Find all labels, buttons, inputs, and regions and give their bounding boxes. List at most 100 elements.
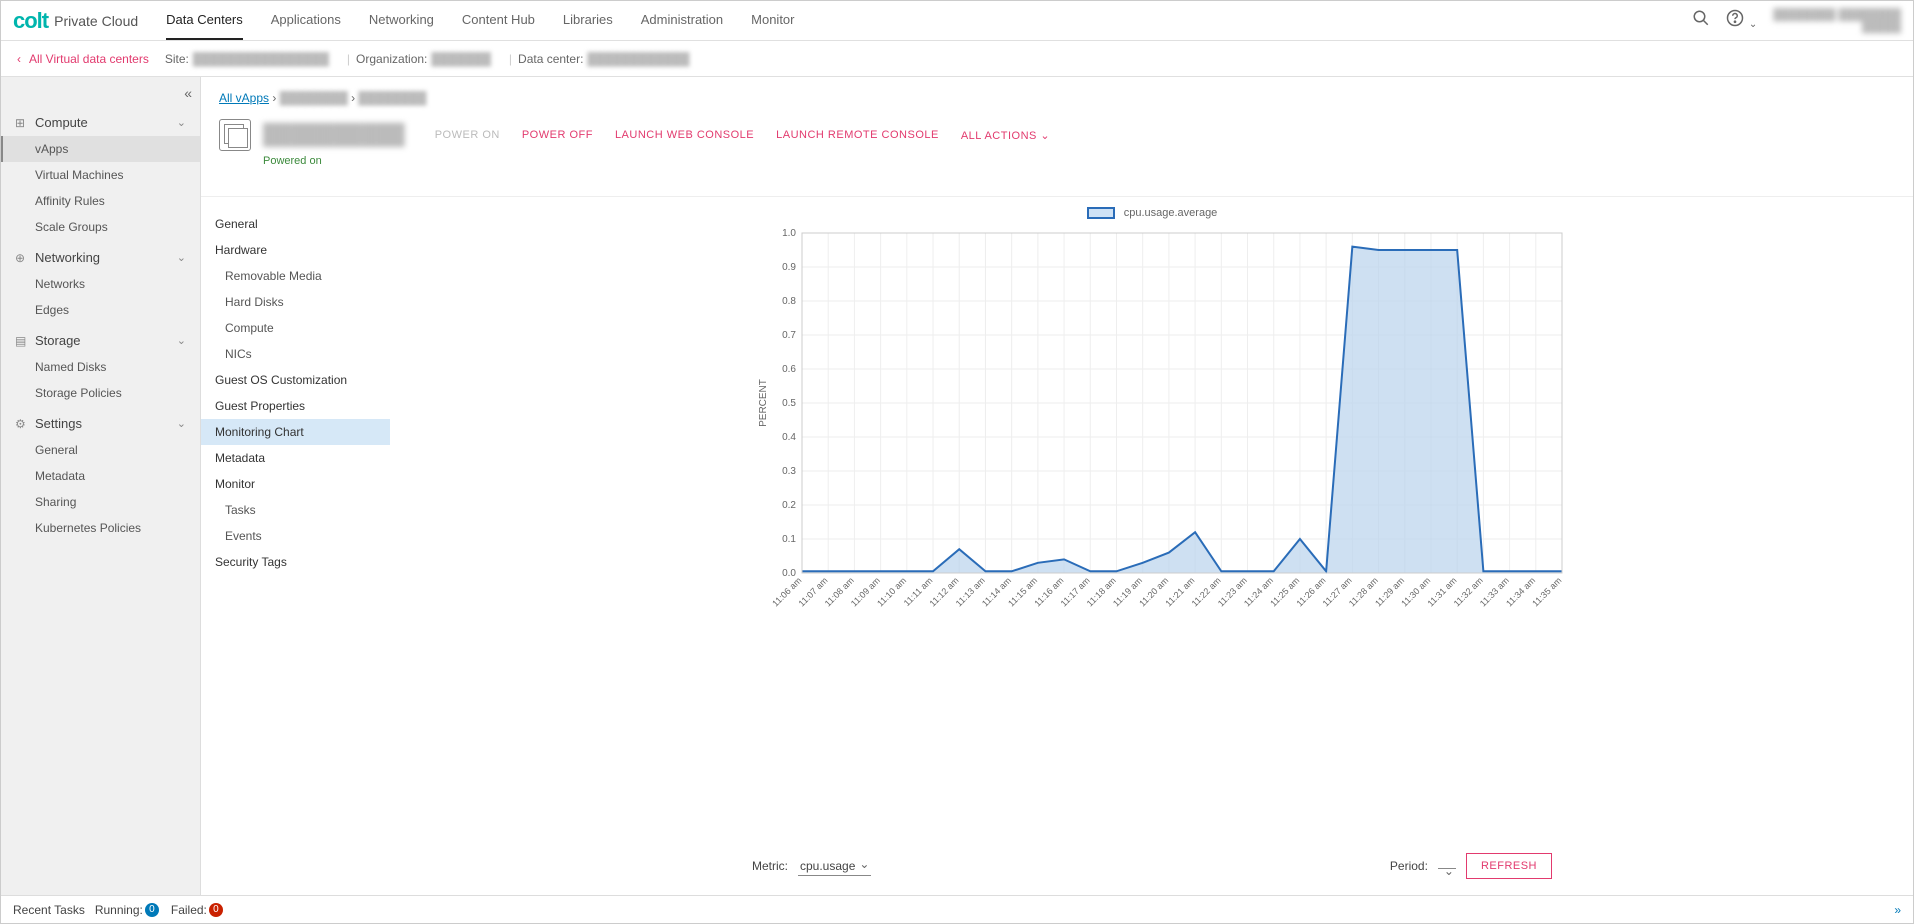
org-value: ███████ — [431, 52, 491, 66]
detail-nav-hardware[interactable]: Hardware — [201, 237, 390, 263]
svg-text:PERCENT: PERCENT — [758, 379, 769, 427]
detail-nav-hard-disks[interactable]: Hard Disks — [201, 289, 390, 315]
footer-expand-icon[interactable]: » — [1894, 903, 1901, 917]
sidebar-collapse-icon[interactable]: « — [184, 85, 192, 101]
site-value: ████████████████ — [193, 52, 329, 66]
back-chevron-icon[interactable]: ‹ — [17, 52, 21, 66]
vm-title: ██████████ — [263, 124, 405, 147]
svg-text:0.5: 0.5 — [782, 398, 796, 409]
sidebar-item-kubernetes-policies[interactable]: Kubernetes Policies — [1, 515, 200, 541]
detail-nav-metadata[interactable]: Metadata — [201, 445, 390, 471]
action-bar: POWER ON POWER OFF LAUNCH WEB CONSOLE LA… — [435, 129, 1072, 142]
failed-label: Failed: — [171, 903, 207, 917]
monitoring-chart: 0.00.10.20.30.40.50.60.70.80.91.011:06 a… — [752, 223, 1572, 623]
topnav-item-monitor[interactable]: Monitor — [751, 1, 794, 40]
detail-nav-monitoring-chart[interactable]: Monitoring Chart — [201, 419, 390, 445]
help-icon[interactable]: ⌄ — [1726, 9, 1757, 32]
svg-text:0.4: 0.4 — [782, 432, 796, 443]
detail-nav-guest-os-customization[interactable]: Guest OS Customization — [201, 367, 390, 393]
vm-icon — [219, 119, 251, 151]
vm-status: Powered on — [263, 155, 1895, 167]
svg-text:0.8: 0.8 — [782, 296, 796, 307]
sidebar-item-sharing[interactable]: Sharing — [1, 489, 200, 515]
user-menu[interactable]: ████████ ████████ █████ — [1773, 9, 1901, 33]
sidebar-item-general[interactable]: General — [1, 437, 200, 463]
detail-nav-removable-media[interactable]: Removable Media — [201, 263, 390, 289]
sidebar-item-virtual-machines[interactable]: Virtual Machines — [1, 162, 200, 188]
sidebar-item-edges[interactable]: Edges — [1, 297, 200, 323]
chart-controls: Metric: cpu.usage Period: REFRESH — [752, 845, 1552, 895]
period-select[interactable] — [1438, 864, 1456, 869]
launch-remote-console-action[interactable]: LAUNCH REMOTE CONSOLE — [776, 129, 939, 141]
svg-text:0.7: 0.7 — [782, 330, 796, 341]
all-vdc-link[interactable]: All Virtual data centers — [29, 52, 149, 66]
power-on-action: POWER ON — [435, 129, 500, 141]
sidebar-group-compute[interactable]: ⊞Compute⌄ — [1, 105, 200, 136]
search-icon[interactable] — [1692, 9, 1710, 32]
product-name: Private Cloud — [54, 13, 138, 29]
detail-nav-events[interactable]: Events — [201, 523, 390, 549]
sidebar-item-metadata[interactable]: Metadata — [1, 463, 200, 489]
svg-text:0.2: 0.2 — [782, 500, 796, 511]
sidebar-item-storage-policies[interactable]: Storage Policies — [1, 380, 200, 406]
period-label: Period: — [1390, 859, 1428, 873]
detail-nav-monitor[interactable]: Monitor — [201, 471, 390, 497]
sidebar-item-vapps[interactable]: vApps — [1, 136, 200, 162]
chart-legend: cpu.usage.average — [752, 207, 1552, 219]
topnav-item-libraries[interactable]: Libraries — [563, 1, 613, 40]
site-label: Site: — [165, 52, 189, 66]
header-block: All vApps › ████████ › ████████ ████████… — [201, 77, 1913, 197]
topnav-item-networking[interactable]: Networking — [369, 1, 434, 40]
topnav-item-data-centers[interactable]: Data Centers — [166, 1, 243, 40]
refresh-button[interactable]: REFRESH — [1466, 853, 1552, 879]
running-count-badge: 0 — [145, 903, 159, 917]
metric-label: Metric: — [752, 859, 788, 873]
sidebar-item-scale-groups[interactable]: Scale Groups — [1, 214, 200, 240]
brand-logo: colt — [13, 8, 48, 34]
detail-nav-tasks[interactable]: Tasks — [201, 497, 390, 523]
power-off-action[interactable]: POWER OFF — [522, 129, 593, 141]
top-nav: colt Private Cloud Data Centers Applicati… — [1, 1, 1913, 41]
detail-nav-security-tags[interactable]: Security Tags — [201, 549, 390, 575]
detail-nav-general[interactable]: General — [201, 211, 390, 237]
detail-nav: GeneralHardwareRemovable MediaHard Disks… — [201, 197, 391, 895]
legend-label: cpu.usage.average — [1124, 207, 1218, 219]
topnav-item-content-hub[interactable]: Content Hub — [462, 1, 535, 40]
detail-nav-compute[interactable]: Compute — [201, 315, 390, 341]
org-label: Organization: — [356, 52, 427, 66]
sidebar-group-storage[interactable]: ▤Storage⌄ — [1, 323, 200, 354]
detail-nav-guest-properties[interactable]: Guest Properties — [201, 393, 390, 419]
breadcrumb: All vApps › ████████ › ████████ — [219, 91, 1895, 105]
detail-nav-nics[interactable]: NICs — [201, 341, 390, 367]
svg-text:0.1: 0.1 — [782, 534, 796, 545]
sidebar-item-networks[interactable]: Networks — [1, 271, 200, 297]
launch-web-console-action[interactable]: LAUNCH WEB CONSOLE — [615, 129, 754, 141]
topnav-item-administration[interactable]: Administration — [641, 1, 723, 40]
sidebar-item-named-disks[interactable]: Named Disks — [1, 354, 200, 380]
svg-text:0.9: 0.9 — [782, 262, 796, 273]
breadcrumb-mid[interactable]: ████████ — [280, 91, 348, 105]
sidebar-group-networking[interactable]: ⊕Networking⌄ — [1, 240, 200, 271]
topnav-items: Data Centers Applications Networking Conten… — [166, 1, 822, 40]
dc-label: Data center: — [518, 52, 583, 66]
sidebar-group-settings[interactable]: ⚙Settings⌄ — [1, 406, 200, 437]
svg-text:11:35 am: 11:35 am — [1530, 575, 1563, 608]
dc-value: ████████████ — [587, 52, 689, 66]
sidebar-item-affinity-rules[interactable]: Affinity Rules — [1, 188, 200, 214]
svg-text:1.0: 1.0 — [782, 228, 796, 239]
metric-select[interactable]: cpu.usage — [798, 857, 871, 876]
topnav-item-applications[interactable]: Applications — [271, 1, 341, 40]
context-bar: ‹ All Virtual data centers Site: ███████… — [1, 41, 1913, 77]
running-label: Running: — [95, 903, 143, 917]
legend-swatch-icon — [1087, 207, 1115, 219]
svg-text:0.6: 0.6 — [782, 364, 796, 375]
footer-bar: Recent Tasks Running: 0 Failed: 0 » — [1, 895, 1913, 923]
chart-area: cpu.usage.average 0.00.10.20.30.40.50.60… — [391, 197, 1913, 845]
svg-text:0.3: 0.3 — [782, 466, 796, 477]
breadcrumb-leaf: ████████ — [358, 91, 426, 105]
recent-tasks-label[interactable]: Recent Tasks — [13, 903, 85, 917]
left-sidebar: « ⊞Compute⌄vAppsVirtual MachinesAffinity… — [1, 77, 201, 895]
breadcrumb-root[interactable]: All vApps — [219, 91, 269, 105]
failed-count-badge: 0 — [209, 903, 223, 917]
all-actions-dropdown[interactable]: ALL ACTIONS ⌄ — [961, 129, 1050, 142]
